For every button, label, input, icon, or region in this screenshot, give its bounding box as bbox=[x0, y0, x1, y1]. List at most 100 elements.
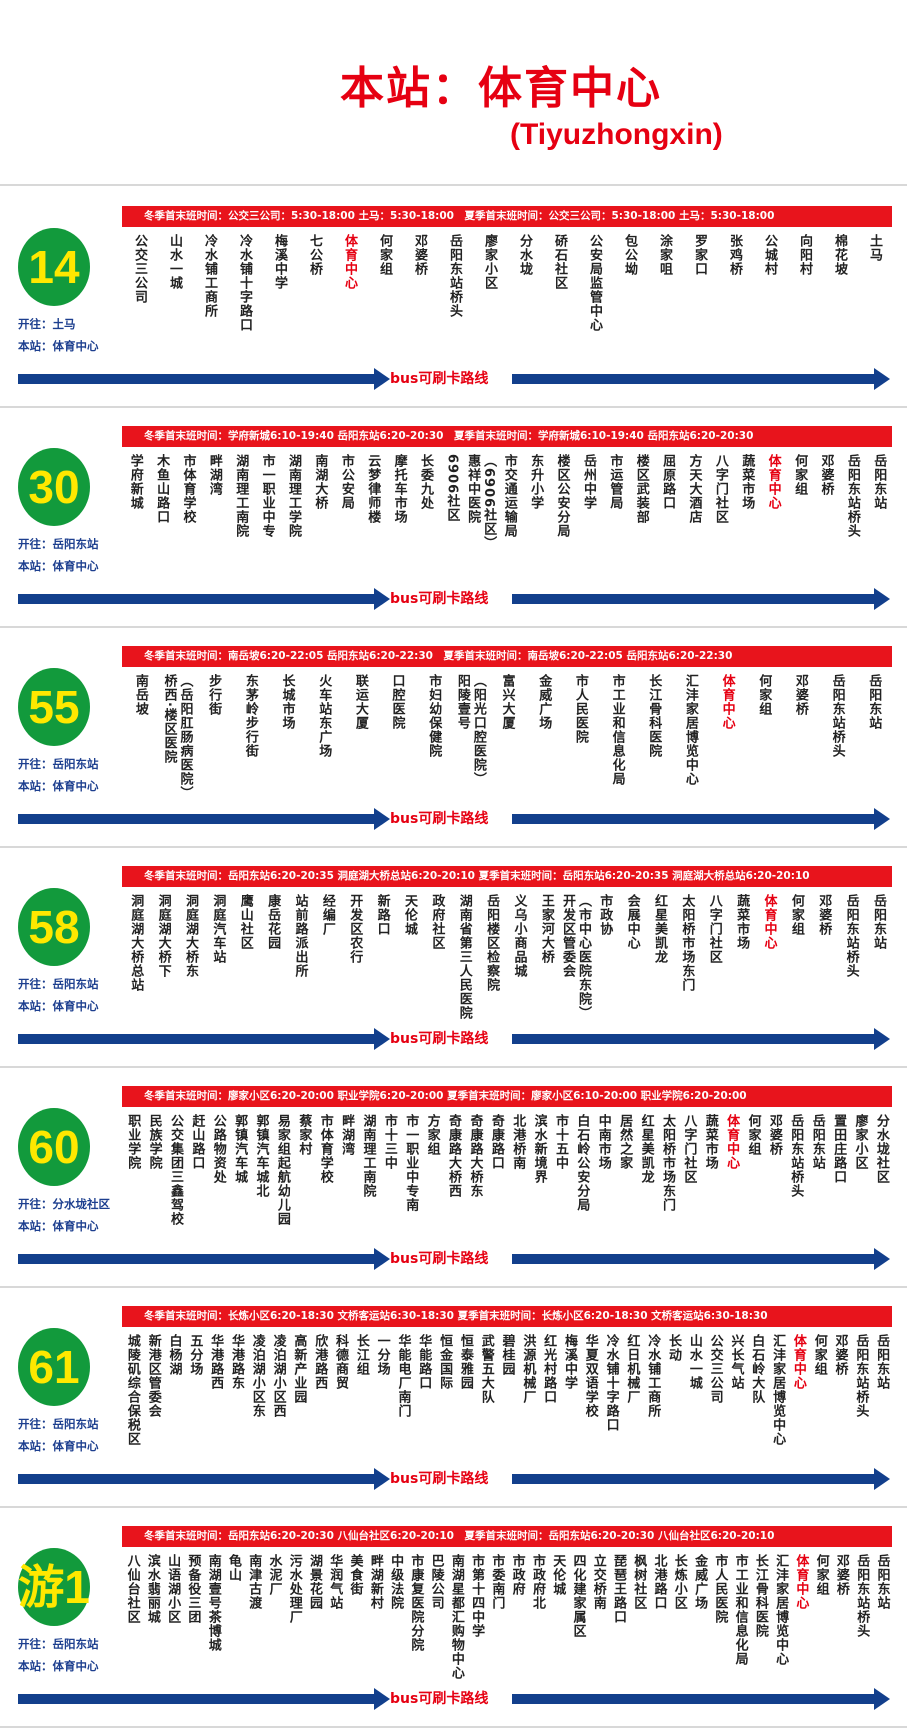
stop-item: 职业学院 bbox=[122, 1114, 143, 1254]
stop-name: 洞庭汽车站 bbox=[210, 894, 226, 964]
stop-item: 琵琶王路口 bbox=[608, 1554, 628, 1694]
stop-item: 市政府 bbox=[507, 1554, 527, 1694]
stop-name: 步行街 bbox=[206, 674, 222, 716]
stop-name: 长城市场 bbox=[279, 674, 295, 730]
direction-arrow-icon bbox=[18, 1248, 390, 1270]
stop-name: 岳阳东站桥头 bbox=[854, 1554, 870, 1638]
stop-name: 职业学院 bbox=[125, 1114, 141, 1170]
stop-name: 蔬菜市场 bbox=[702, 1114, 718, 1170]
stop-name: 易家组起航幼儿园 bbox=[274, 1114, 290, 1226]
stop-item: 公路物资处 bbox=[208, 1114, 229, 1254]
stop-name: 奇康路大桥西 bbox=[446, 1114, 462, 1198]
card-route-label: bus可刷卡路线 bbox=[390, 371, 489, 387]
stop-name: 北港桥南 bbox=[510, 1114, 526, 1170]
stop-name: 城陵矶综合保税区 bbox=[124, 1334, 140, 1446]
stop-item: 何家组 bbox=[811, 1554, 831, 1694]
stop-name: 岳州中学 bbox=[580, 454, 596, 510]
stop-name: 滨水翡丽城 bbox=[144, 1554, 160, 1624]
stop-item: 凌泊湖小区东 bbox=[247, 1334, 268, 1474]
stop-item: 开发区农行 bbox=[341, 894, 368, 1034]
stop-name: 市委南门 bbox=[489, 1554, 505, 1610]
stop-name: 一分场 bbox=[374, 1334, 390, 1376]
stop-item: 山水一城 bbox=[157, 234, 192, 374]
stop-item: 华港路西 bbox=[205, 1334, 226, 1474]
stop-name: 阳陵壹号 bbox=[454, 674, 470, 730]
schedule-bar: 冬季首末班时间：廖家小区6:20-20:00 职业学院6:20-20:00 夏季… bbox=[122, 1086, 892, 1107]
stop-item: 何家组 bbox=[786, 454, 812, 594]
stop-item: 湖南省第三人民医院 bbox=[451, 894, 478, 1034]
stop-name: 岳阳东站桥头 bbox=[853, 1334, 869, 1418]
stop-name: 东茅岭步行街 bbox=[242, 674, 258, 758]
stop-item: 北港桥南 bbox=[507, 1114, 528, 1254]
stop-name: 污水处理厂 bbox=[286, 1554, 302, 1624]
stop-name: 湖南理工学院 bbox=[286, 454, 302, 538]
direction-label: 开往：岳阳东站 bbox=[18, 757, 99, 771]
stop-name: 市公安局 bbox=[338, 454, 354, 510]
stop-item: 赶山路口 bbox=[186, 1114, 207, 1254]
stop-name: 惠祥中医院 bbox=[465, 454, 481, 524]
stop-item: 长江骨科医院 bbox=[635, 674, 672, 814]
stop-item: 岳阳东站桥头 bbox=[839, 454, 865, 594]
stop-name: 太阳桥市场东门 bbox=[659, 1114, 675, 1212]
route-number-badge: 游1 bbox=[18, 1548, 90, 1626]
route-number-badge: 58 bbox=[18, 888, 90, 966]
stop-name: 鹰山社区 bbox=[237, 894, 253, 950]
stop-name: 美食街 bbox=[347, 1554, 363, 1596]
direction-label: 开往：岳阳东站 bbox=[18, 977, 99, 991]
schedule-bar: 冬季首末班时间：学府新城6:10-19:40 岳阳东站6:20-20:30 夏季… bbox=[122, 426, 892, 447]
stop-name: 市十五中 bbox=[553, 1114, 568, 1170]
stop-item: 洪源机械厂 bbox=[517, 1334, 538, 1474]
stop-item: 市康复医院分院 bbox=[406, 1554, 426, 1694]
stop-name: 市人民医院 bbox=[572, 674, 588, 744]
stop-name: 武警五大队 bbox=[478, 1334, 494, 1404]
stop-item: 岳阳东站桥头 bbox=[437, 234, 472, 374]
stop-item: 五分场 bbox=[184, 1334, 205, 1474]
stop-item: 何家组 bbox=[809, 1334, 830, 1474]
current-station-label: 本站：体育中心 bbox=[18, 779, 99, 793]
stop-item: 南湖大桥 bbox=[307, 454, 333, 594]
stop-list: 公交三公司 山水一城 冷水铺工商所 冷水铺十字路口 梅溪中学 七公桥 体育中心 何家组 邓婆桥 岳… bbox=[122, 234, 892, 374]
stop-name: 八字门社区 bbox=[706, 894, 722, 964]
card-route-label: bus可刷卡路线 bbox=[390, 1471, 489, 1487]
current-station-label: 本站：体育中心 bbox=[18, 559, 99, 573]
stop-name: 洞庭湖大桥总站 bbox=[128, 894, 144, 992]
stop-name: 岳阳东站桥头 bbox=[843, 894, 859, 978]
stop-item: 奇康路口 bbox=[486, 1114, 507, 1254]
stop-item: 公城村 bbox=[752, 234, 787, 374]
stop-item: 城陵矶综合保税区 bbox=[122, 1334, 143, 1474]
stop-item: 置田庄路口 bbox=[828, 1114, 849, 1254]
stop-name: 公交三公司 bbox=[132, 234, 147, 304]
stop-item: 岳阳东站 bbox=[855, 674, 892, 814]
stop-name: 华润气站 bbox=[327, 1554, 343, 1610]
stop-item: 何家组 bbox=[783, 894, 810, 1034]
stop-name: 科德商贸 bbox=[333, 1334, 349, 1390]
stop-name: 岳阳东站 bbox=[874, 1554, 890, 1610]
stop-name: 白杨湖 bbox=[166, 1334, 182, 1376]
stop-name: 新港区管委会 bbox=[145, 1334, 161, 1418]
stop-item: 方天大酒店 bbox=[681, 454, 707, 594]
stop-name: 市人民医院 bbox=[712, 1554, 728, 1624]
card-route-label: bus可刷卡路线 bbox=[390, 811, 489, 827]
stop-name: 冷水铺工商所 bbox=[645, 1334, 661, 1418]
stop-name: 汇沣家居博览中心 bbox=[773, 1554, 789, 1666]
stop-name: 向阳村 bbox=[797, 234, 812, 276]
stop-name: 土马 bbox=[867, 234, 882, 262]
stop-name: 蔬菜市场 bbox=[739, 454, 755, 510]
stop-name: 山水一城 bbox=[686, 1334, 702, 1390]
stop-list: 城陵矶综合保税区 新港区管委会 白杨湖 五分场 华港路西 华港路东 凌泊湖小区东 凌泊湖小区西… bbox=[122, 1334, 892, 1474]
stop-item: 邓婆桥 bbox=[831, 1554, 851, 1694]
direction-arrow-icon bbox=[512, 808, 890, 830]
current-stop: 体育中心 bbox=[332, 234, 367, 374]
stop-item: 南津古渡 bbox=[244, 1554, 264, 1694]
schedule-bar: 冬季首末班时间：岳阳东站6:20-20:35 洞庭湖大桥总站6:20-20:10… bbox=[122, 866, 892, 887]
stop-name: 八字门社区 bbox=[681, 1114, 697, 1184]
stop-item: 口腔医院 bbox=[379, 674, 416, 814]
direction-arrow-icon bbox=[512, 1468, 890, 1490]
stop-name: 罗家口 bbox=[692, 234, 707, 276]
stop-name: 何家组 bbox=[792, 454, 808, 496]
stop-item: 土马 bbox=[857, 234, 892, 374]
stop-name: 冷水铺十字路口 bbox=[603, 1334, 619, 1432]
stop-name: 高新产业园 bbox=[291, 1334, 307, 1404]
stop-name: 站前路派出所 bbox=[292, 894, 308, 978]
stop-name: 凌泊湖小区东 bbox=[249, 1334, 265, 1418]
